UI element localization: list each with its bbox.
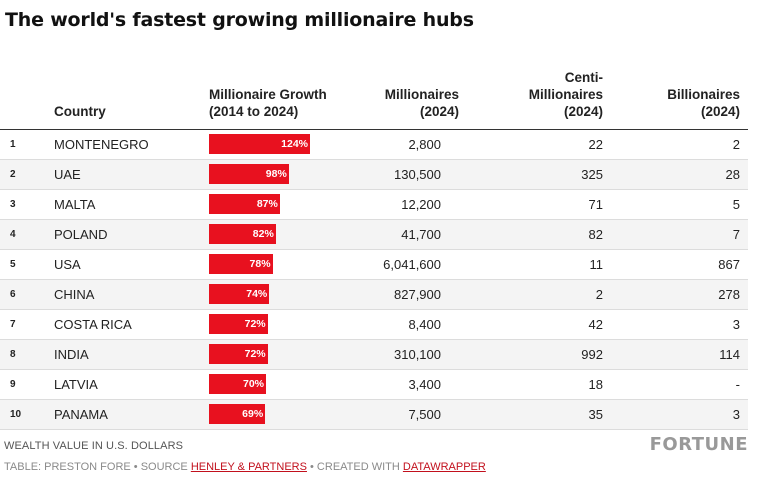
centi-millionaires-cell: 82 — [588, 227, 603, 242]
centi-millionaires-cell: 18 — [588, 377, 603, 392]
growth-bar-label: 70% — [243, 378, 265, 390]
table-row: 1 MONTENEGRO 124% 2,800 22 2 — [0, 130, 748, 160]
centi-millionaires-cell: 22 — [588, 137, 603, 152]
table-row: 9 LATVIA 70% 3,400 18 - — [0, 370, 748, 400]
growth-bar-label: 72% — [244, 318, 266, 330]
country-cell: POLAND — [54, 227, 108, 242]
billionaires-cell: 278 — [718, 287, 740, 302]
growth-bar-label: 87% — [256, 198, 278, 210]
rank-cell: 8 — [10, 349, 16, 360]
millionaires-cell: 827,900 — [394, 287, 441, 302]
header-billionaires: Billionaires (2024) — [667, 87, 740, 119]
growth-bar: 78% — [209, 254, 273, 274]
table-row: 5 USA 78% 6,041,600 11 867 — [0, 250, 748, 280]
chart-title: The world's fastest growing millionaire … — [5, 9, 474, 31]
country-cell: INDIA — [54, 347, 89, 362]
growth-bar-label: 69% — [242, 408, 264, 420]
table-row: 7 COSTA RICA 72% 8,400 42 3 — [0, 310, 748, 340]
millionaires-cell: 7,500 — [408, 407, 441, 422]
centi-millionaires-cell: 35 — [588, 407, 603, 422]
growth-bar: 70% — [209, 374, 267, 394]
billionaires-cell: 114 — [719, 347, 740, 362]
centi-millionaires-cell: 2 — [595, 287, 603, 302]
table-row: 3 MALTA 87% 12,200 71 5 — [0, 190, 748, 220]
growth-bar-label: 72% — [244, 348, 266, 360]
rank-cell: 1 — [10, 139, 16, 150]
millionaires-cell: 8,400 — [408, 317, 441, 332]
growth-bar: 124% — [209, 134, 310, 154]
millionaires-cell: 3,400 — [408, 377, 441, 392]
header-millionaires: Millionaires (2024) — [384, 87, 459, 119]
datawrapper-link[interactable]: DATAWRAPPER — [402, 461, 486, 473]
header-growth: Millionaire Growth (2014 to 2024) — [209, 87, 327, 119]
rank-cell: 4 — [10, 229, 16, 240]
credit-mid: • CREATED WITH — [306, 461, 403, 473]
centi-millionaires-cell: 992 — [581, 347, 603, 362]
table-row: 6 CHINA 74% 827,900 2 278 — [0, 280, 748, 310]
country-cell: UAE — [54, 167, 81, 182]
rank-cell: 6 — [10, 289, 16, 300]
country-cell: USA — [54, 257, 81, 272]
table-header: Country Millionaire Growth (2014 to 2024… — [0, 60, 748, 130]
country-cell: MALTA — [54, 197, 96, 212]
fortune-logo: FORTUNE — [649, 434, 748, 455]
table-row: 8 INDIA 72% 310,100 992 114 — [0, 340, 748, 370]
country-cell: LATVIA — [54, 377, 98, 392]
growth-bar-label: 82% — [252, 228, 274, 240]
country-cell: PANAMA — [54, 407, 108, 422]
growth-bar-label: 74% — [246, 288, 268, 300]
rank-cell: 5 — [10, 259, 16, 270]
billionaires-cell: - — [735, 377, 740, 392]
header-centi-millionaires: Centi-Millionaires (2024) — [528, 70, 603, 119]
growth-bar-label: 124% — [281, 138, 308, 150]
country-cell: COSTA RICA — [54, 317, 132, 332]
credits: TABLE: PRESTON FORE • SOURCE HENLEY & PA… — [4, 461, 486, 473]
growth-bar: 87% — [209, 194, 280, 214]
credit-prefix: TABLE: PRESTON FORE • SOURCE — [4, 461, 191, 473]
millionaires-cell: 310,100 — [394, 347, 441, 362]
rank-cell: 9 — [10, 379, 16, 390]
table-row: 4 POLAND 82% 41,700 82 7 — [0, 220, 748, 250]
millionaires-cell: 6,041,600 — [383, 257, 441, 272]
millionaires-cell: 130,500 — [394, 167, 441, 182]
table-row: 10 PANAMA 69% 7,500 35 3 — [0, 400, 748, 430]
growth-bar: 72% — [209, 314, 268, 334]
billionaires-cell: 3 — [732, 407, 740, 422]
billionaires-cell: 3 — [732, 317, 740, 332]
rank-cell: 2 — [10, 169, 16, 180]
footnote: WEALTH VALUE IN U.S. DOLLARS — [4, 440, 184, 452]
source-link[interactable]: HENLEY & PARTNERS — [190, 461, 307, 473]
billionaires-cell: 867 — [718, 257, 740, 272]
growth-bar-label: 98% — [265, 168, 287, 180]
billionaires-cell: 2 — [732, 137, 740, 152]
country-cell: MONTENEGRO — [54, 137, 149, 152]
rank-cell: 7 — [10, 319, 16, 330]
growth-bar: 69% — [209, 404, 266, 424]
millionaires-cell: 12,200 — [401, 197, 441, 212]
centi-millionaires-cell: 325 — [581, 167, 603, 182]
centi-millionaires-cell: 71 — [588, 197, 603, 212]
centi-millionaires-cell: 11 — [589, 257, 604, 272]
growth-bar: 82% — [209, 224, 276, 244]
billionaires-cell: 7 — [732, 227, 740, 242]
growth-bar: 98% — [209, 164, 289, 184]
growth-bar: 72% — [209, 344, 268, 364]
country-cell: CHINA — [54, 287, 95, 302]
table-body: 1 MONTENEGRO 124% 2,800 22 2 2 UAE 98% 130,500 325… — [0, 130, 748, 430]
centi-millionaires-cell: 42 — [588, 317, 603, 332]
header-country: Country — [54, 104, 106, 119]
rank-cell: 3 — [10, 199, 16, 210]
billionaires-cell: 28 — [725, 167, 740, 182]
growth-bar-label: 78% — [249, 258, 271, 270]
rank-cell: 10 — [10, 409, 22, 420]
millionaires-cell: 2,800 — [408, 137, 441, 152]
table-row: 2 UAE 98% 130,500 325 28 — [0, 160, 748, 190]
millionaires-cell: 41,700 — [401, 227, 441, 242]
billionaires-cell: 5 — [732, 197, 740, 212]
growth-bar: 74% — [209, 284, 270, 304]
